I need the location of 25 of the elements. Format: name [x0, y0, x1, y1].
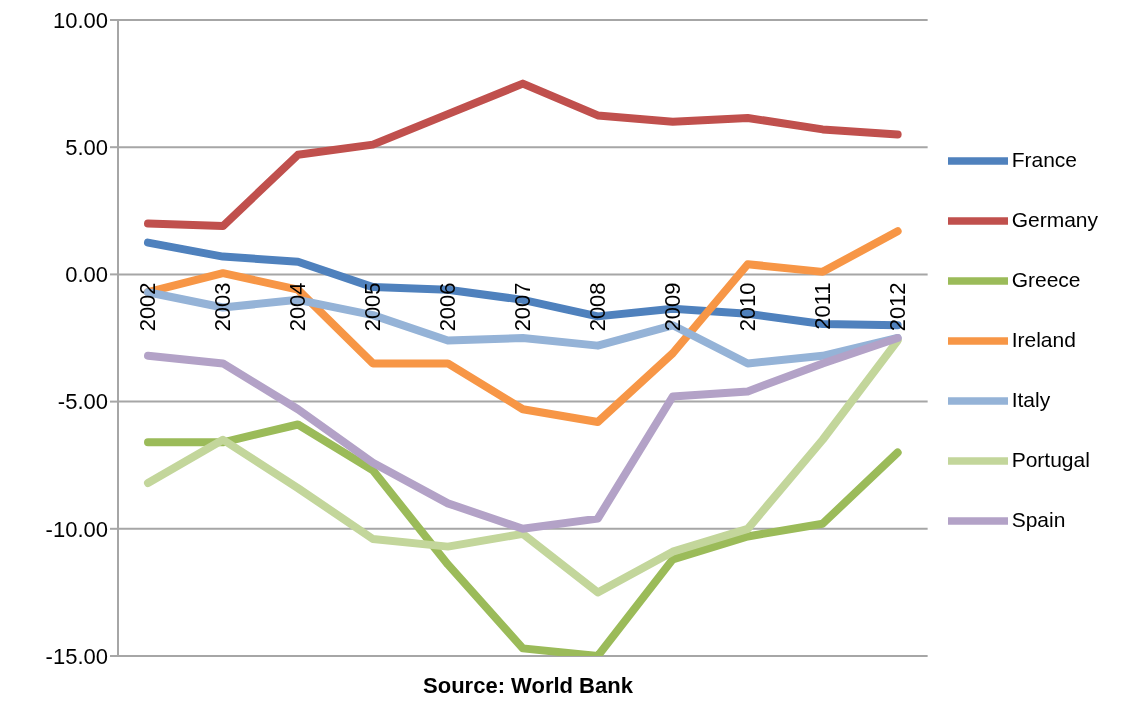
legend-label: Portugal — [1011, 447, 1090, 471]
y-tick-label: -15.00 — [45, 643, 108, 669]
x-tick-label: 2010 — [735, 282, 761, 332]
y-tick-label: 0.00 — [65, 262, 108, 288]
legend-label: Germany — [1011, 207, 1098, 231]
legend-label: Ireland — [1011, 327, 1076, 351]
y-tick-label: 5.00 — [65, 135, 108, 161]
x-tick-label: 2009 — [660, 282, 686, 332]
x-tick-label: 2007 — [510, 282, 536, 332]
legend-label: France — [1011, 147, 1077, 171]
x-tick-label: 2008 — [585, 282, 611, 332]
legend-label: Greece — [1011, 267, 1081, 291]
source-note: Source: World Bank — [422, 673, 634, 699]
legend-label: Italy — [1011, 387, 1051, 411]
y-tick-label: -10.00 — [45, 516, 108, 542]
y-tick-label: 10.00 — [52, 7, 108, 33]
x-tick-label: 2003 — [210, 282, 236, 332]
x-tick-label: 2005 — [360, 282, 386, 332]
x-tick-label: 2006 — [435, 282, 461, 332]
x-tick-label: 2011 — [810, 282, 836, 330]
x-tick-label: 2012 — [885, 282, 911, 332]
x-tick-label: 2002 — [135, 282, 161, 332]
x-tick-label: 2004 — [285, 282, 311, 332]
legend-label: Spain — [1011, 507, 1066, 531]
y-tick-label: -5.00 — [57, 389, 108, 415]
